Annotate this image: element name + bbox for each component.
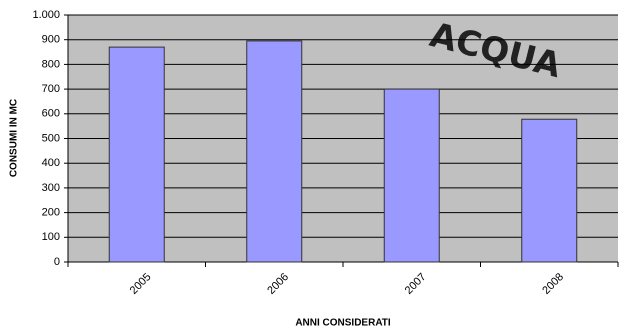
x-tick-label: 2007: [403, 271, 429, 297]
x-tick-label: 2008: [540, 271, 566, 297]
y-tick-label: 200: [42, 207, 60, 219]
y-tick-label: 500: [42, 132, 60, 144]
x-axis-title: ANNI CONSIDERATI: [295, 318, 391, 329]
bar: [521, 118, 578, 263]
bar: [246, 40, 303, 263]
y-tick-label: 300: [42, 182, 60, 194]
y-tick-label: 400: [42, 157, 60, 169]
bar: [383, 88, 440, 263]
y-tick-label: 0: [54, 256, 60, 268]
y-tick-label: 600: [42, 108, 60, 120]
y-tick-label: 800: [42, 58, 60, 70]
y-tick-label: 1.000: [32, 9, 60, 21]
bar: [108, 46, 165, 263]
x-tick-label: 2006: [265, 271, 291, 297]
x-tick-label: 2005: [128, 271, 154, 297]
y-tick-label: 100: [42, 231, 60, 243]
y-axis-title: CONSUMI IN MC: [9, 99, 20, 177]
y-tick-label: 900: [42, 34, 60, 46]
y-tick-label: 700: [42, 83, 60, 95]
